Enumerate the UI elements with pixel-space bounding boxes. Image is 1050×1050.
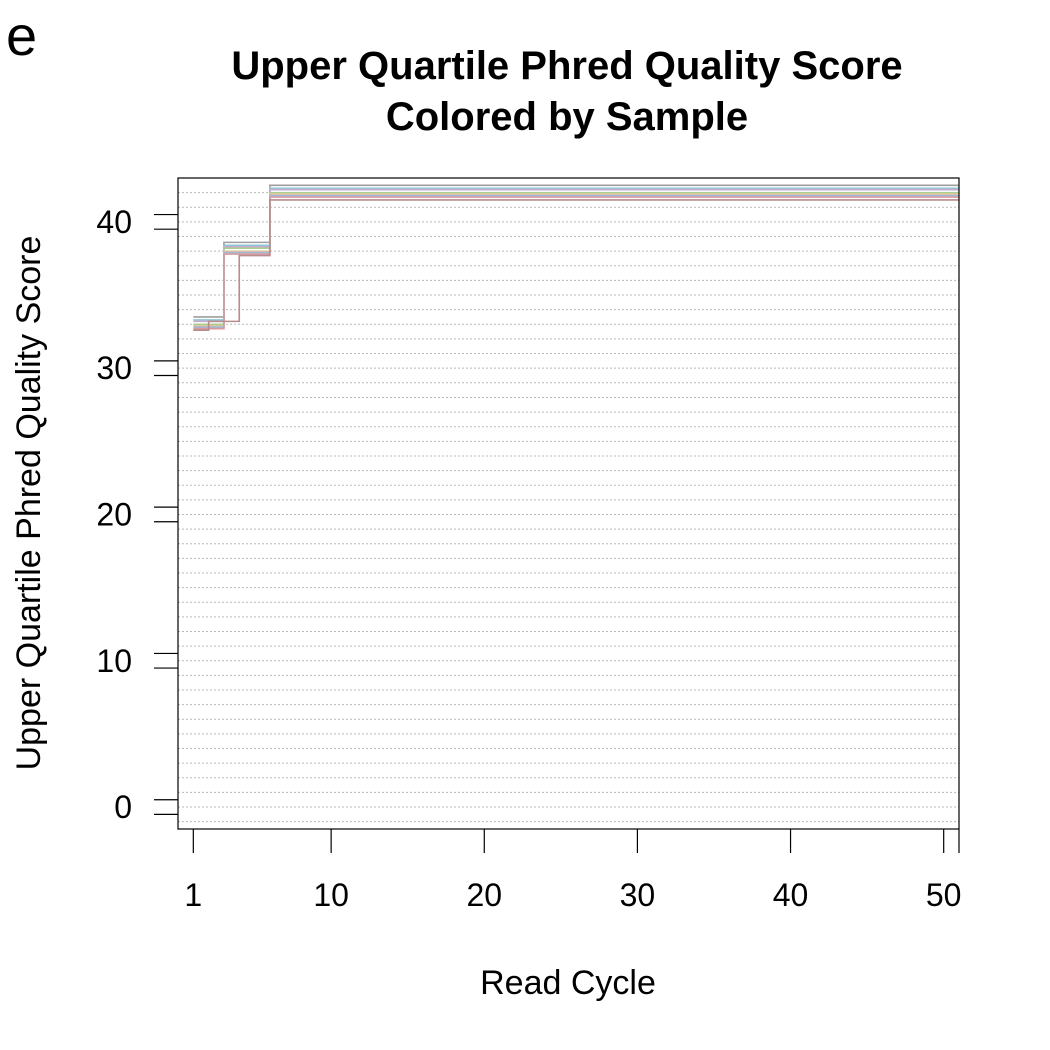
series-line-3 <box>193 188 959 323</box>
y-axis-title: Upper Quartile Phred Quality Score <box>10 236 48 771</box>
x-tick-label: 10 <box>313 877 349 913</box>
series-line-8 <box>193 199 959 331</box>
series-lines <box>193 184 959 331</box>
x-tick-label: 30 <box>620 877 656 913</box>
y-axis: 0 10 20 30 40 <box>96 204 178 825</box>
y-tick-label: 0 <box>114 789 132 825</box>
grid <box>178 192 959 823</box>
plot-frame <box>177 177 960 830</box>
y-tick-label: 10 <box>96 643 132 679</box>
y-tick-label: 40 <box>96 204 132 240</box>
x-axis: 1 10 20 30 40 50 <box>184 829 961 913</box>
series-line-1 <box>193 184 959 318</box>
y-tick-label: 30 <box>96 350 132 386</box>
x-tick-label: 1 <box>184 877 202 913</box>
x-axis-title: Read Cycle <box>480 964 656 1002</box>
x-tick-label: 40 <box>773 877 809 913</box>
x-tick-label: 50 <box>926 877 962 913</box>
chart-title: Upper Quartile Phred Quality Score <box>231 44 902 88</box>
y-tick-label: 20 <box>96 496 132 532</box>
series-line-6 <box>193 194 959 329</box>
chart-subtitle: Colored by Sample <box>386 95 748 139</box>
series-line-4 <box>193 191 959 326</box>
series-line-7 <box>193 196 959 330</box>
series-line-5 <box>193 193 959 327</box>
x-tick-label: 20 <box>466 877 502 913</box>
panel-label: e <box>6 4 38 67</box>
series-line-2 <box>193 187 959 321</box>
